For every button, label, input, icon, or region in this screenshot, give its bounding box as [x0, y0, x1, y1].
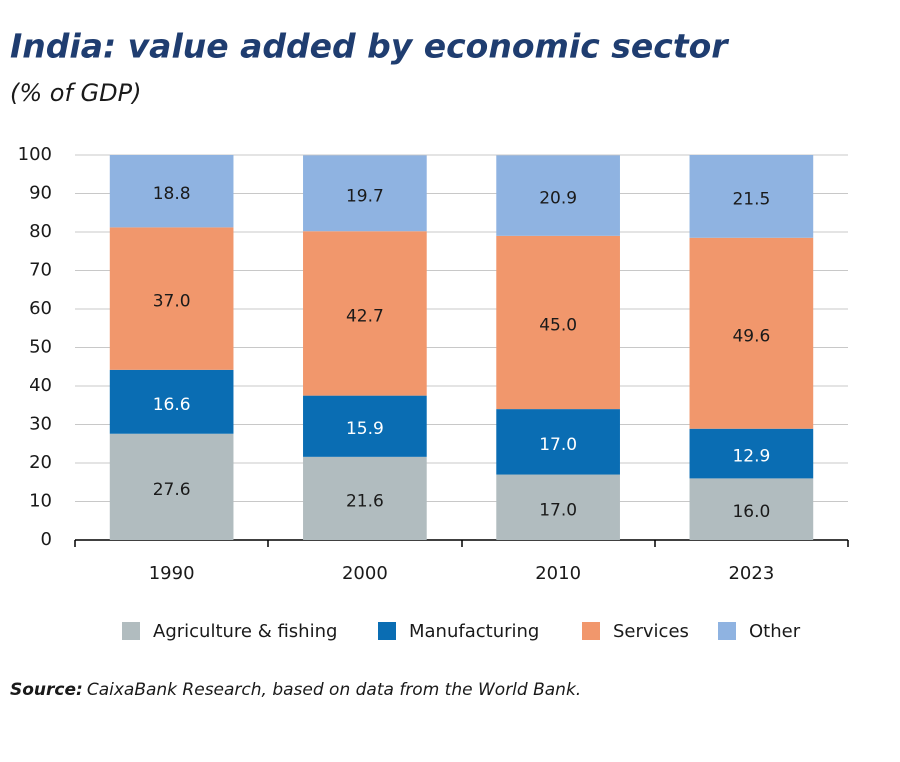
bar-segment — [496, 235, 620, 410]
y-tick-label: 30 — [29, 414, 52, 435]
value-label: 15.9 — [346, 419, 384, 439]
value-label: 18.8 — [153, 184, 191, 204]
y-tick-label: 0 — [41, 529, 52, 550]
bar-segment — [689, 237, 814, 429]
x-tick-label: 1990 — [149, 563, 195, 584]
legend-label: Other — [749, 621, 801, 642]
bar-segment — [496, 155, 620, 236]
source-label: Source: — [10, 680, 83, 700]
y-tick-label: 100 — [18, 144, 52, 165]
legend-swatch — [122, 622, 140, 640]
legend-swatch — [582, 622, 600, 640]
y-tick-label: 80 — [29, 221, 52, 242]
legend-swatch — [378, 622, 396, 640]
bar-segment — [496, 409, 620, 475]
x-tick-label: 2023 — [728, 563, 774, 584]
value-label: 27.6 — [153, 480, 191, 500]
bar-segment — [109, 433, 234, 540]
y-tick-label: 20 — [29, 452, 52, 473]
y-tick-label: 90 — [29, 183, 52, 204]
value-label: 16.6 — [153, 395, 191, 415]
value-label: 45.0 — [539, 315, 577, 335]
value-label: 49.6 — [732, 326, 770, 346]
bar-segment — [689, 155, 814, 238]
bar-segment — [303, 231, 427, 396]
legend-label: Services — [613, 621, 689, 642]
bar-segment — [303, 456, 427, 540]
value-label: 16.0 — [732, 502, 770, 522]
source-text: CaixaBank Research, based on data from t… — [87, 680, 581, 700]
x-axis-ticks — [74, 540, 849, 547]
x-tick-label: 2010 — [535, 563, 581, 584]
value-label: 21.5 — [732, 189, 770, 209]
y-tick-label: 70 — [29, 260, 52, 281]
x-tick-label: 2000 — [342, 563, 388, 584]
chart-subtitle: (% of GDP) — [10, 79, 141, 107]
value-label: 17.0 — [539, 500, 577, 520]
value-label: 17.0 — [539, 435, 577, 455]
y-tick-label: 40 — [29, 375, 52, 396]
value-label: 12.9 — [732, 447, 770, 467]
legend-swatch — [718, 622, 736, 640]
value-label: 42.7 — [346, 306, 384, 326]
bar-segment — [303, 395, 427, 457]
chart-title: India: value added by economic sector — [10, 27, 729, 66]
y-tick-label: 60 — [29, 298, 52, 319]
value-label: 19.7 — [346, 186, 384, 206]
bar-segment — [689, 428, 814, 479]
bar-segment — [109, 369, 234, 434]
legend-label: Manufacturing — [409, 621, 539, 642]
y-tick-label: 50 — [29, 337, 52, 358]
value-label: 21.6 — [346, 491, 384, 511]
legend-label: Agriculture & fishing — [153, 621, 337, 642]
value-label: 37.0 — [153, 292, 191, 312]
bar-segment — [109, 227, 234, 370]
value-label: 20.9 — [539, 189, 577, 209]
bar-segment — [689, 478, 814, 540]
bar-segment — [109, 155, 234, 228]
bar-segment — [303, 155, 427, 232]
source: Source: CaixaBank Research, based on data… — [10, 680, 581, 700]
y-tick-label: 10 — [29, 491, 52, 512]
bar-segment — [496, 474, 620, 540]
